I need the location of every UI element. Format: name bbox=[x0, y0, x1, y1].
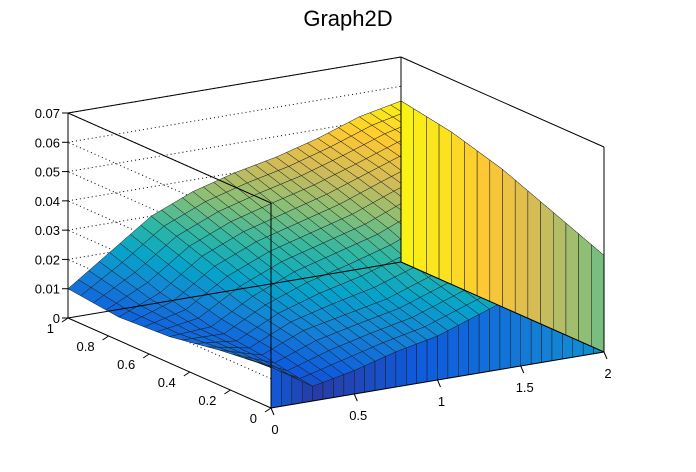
z-tick-label: 0 bbox=[53, 311, 60, 326]
surface-skirt bbox=[553, 211, 567, 336]
surface-skirt bbox=[270, 366, 282, 409]
surface-skirt bbox=[591, 244, 605, 353]
x-tick-mark bbox=[270, 407, 275, 416]
surface-skirt bbox=[502, 168, 516, 314]
box-edge bbox=[400, 56, 605, 148]
y-tick-label: 0.8 bbox=[77, 339, 95, 354]
chart-title: Graph2D bbox=[303, 6, 392, 31]
surface-skirt bbox=[468, 314, 480, 376]
box-edge bbox=[67, 56, 402, 114]
surface-skirt bbox=[437, 330, 449, 381]
box-edge bbox=[67, 261, 402, 319]
frame-layer bbox=[67, 56, 605, 408]
y-tick-mark bbox=[102, 335, 109, 341]
x-tick-mark bbox=[520, 365, 525, 374]
y-tick-mark bbox=[61, 317, 69, 323]
z-tick-label: 0.01 bbox=[35, 282, 60, 297]
y-tick-label: 0.2 bbox=[198, 393, 216, 408]
surface-skirt bbox=[578, 233, 592, 347]
surface-layer bbox=[67, 100, 605, 409]
surface-skirt bbox=[343, 370, 355, 397]
surface-skirt bbox=[385, 351, 397, 390]
axis-layer: 0 0.01 0.02 0.03 0.04 0.05 0.06 0.07 0 0.2 0.4 0.6 0… bbox=[35, 106, 612, 437]
box-edge bbox=[400, 261, 605, 353]
surface-skirt bbox=[426, 116, 440, 280]
x-tick-label: 1 bbox=[438, 394, 445, 409]
surface-skirt bbox=[416, 339, 428, 384]
surface-skirt bbox=[540, 201, 554, 330]
surface-skirt bbox=[514, 179, 529, 319]
surface-skirt bbox=[458, 319, 469, 377]
y-axis-line bbox=[67, 317, 272, 409]
z-grid-line-back bbox=[67, 115, 402, 173]
y-tick-label: 0.4 bbox=[158, 375, 176, 390]
surface-skirt bbox=[364, 360, 376, 393]
surface-skirt bbox=[413, 108, 427, 274]
surface-skirt bbox=[527, 190, 541, 325]
surface-skirt bbox=[374, 356, 386, 391]
z-tick-label: 0.05 bbox=[35, 165, 60, 180]
surface-skirt bbox=[476, 150, 491, 302]
x-tick-label: 1.5 bbox=[516, 380, 534, 395]
surface-skirt bbox=[451, 131, 465, 291]
z-tick-label: 0.04 bbox=[35, 194, 60, 209]
x-tick-label: 0 bbox=[271, 422, 278, 437]
y-tick-mark bbox=[224, 389, 231, 395]
y-tick-label: 0.6 bbox=[117, 357, 135, 372]
x-tick-label: 0.5 bbox=[349, 408, 367, 423]
y-tick-mark bbox=[264, 407, 272, 413]
z-tick-label: 0.02 bbox=[35, 252, 60, 267]
surface-skirt bbox=[291, 376, 303, 405]
z-tick-label: 0.03 bbox=[35, 223, 60, 238]
y-tick-mark bbox=[183, 371, 191, 377]
surface-skirt bbox=[333, 374, 345, 398]
surface-skirt bbox=[426, 335, 438, 383]
box-edge bbox=[67, 112, 272, 204]
z-grid-line-back bbox=[67, 85, 402, 143]
surface-skirt bbox=[489, 303, 501, 372]
surface-skirt bbox=[400, 100, 414, 269]
x-tick-label: 2 bbox=[604, 366, 611, 381]
z-tick-label: 0.06 bbox=[35, 135, 60, 150]
surface-skirt bbox=[322, 378, 334, 400]
surface-skirt bbox=[478, 308, 490, 374]
surface-skirt bbox=[395, 347, 407, 388]
x-tick-mark bbox=[353, 393, 358, 402]
surface-skirt bbox=[447, 324, 459, 379]
surface-skirt bbox=[406, 343, 417, 386]
x-tick-mark bbox=[437, 379, 441, 388]
y-tick-mark bbox=[142, 353, 150, 359]
surface-skirt bbox=[438, 123, 452, 285]
surface-skirt bbox=[464, 141, 478, 297]
y-tick-label: 0 bbox=[250, 411, 257, 426]
x-tick-mark bbox=[603, 351, 608, 360]
surface-skirt bbox=[354, 365, 365, 395]
surface-skirt bbox=[281, 371, 293, 407]
surface-skirt bbox=[565, 222, 579, 342]
z-tick-label: 0.07 bbox=[35, 106, 60, 121]
y-tick-label: 1 bbox=[47, 321, 54, 336]
surface-skirt bbox=[489, 159, 503, 308]
